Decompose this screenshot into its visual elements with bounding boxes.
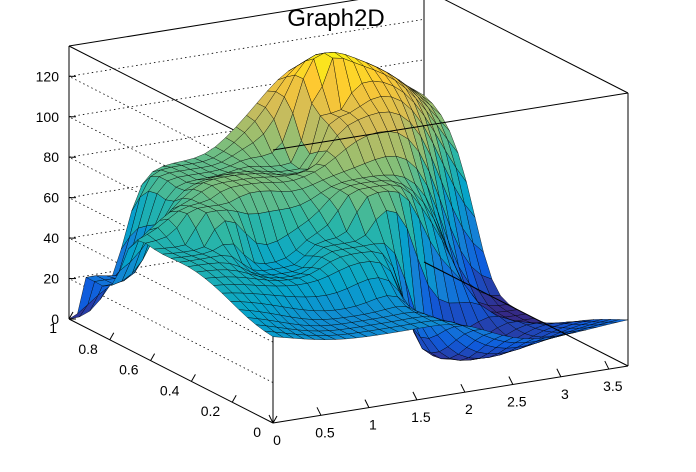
surface-cell: [609, 319, 629, 323]
x-tick: [268, 414, 274, 424]
x-tick-label: 0.5: [315, 424, 335, 440]
front-edge: [272, 92, 629, 151]
chart-title: Graph2D: [287, 5, 384, 32]
front-edge: [423, 261, 629, 367]
x-tick-label: 1.5: [411, 409, 431, 425]
x-tick-label: 1: [369, 417, 377, 433]
y-tick-label: 0: [253, 424, 261, 440]
z-tick-label: 20: [43, 271, 59, 287]
x-tick: [604, 360, 610, 370]
z-tick-label: 100: [36, 109, 60, 125]
x-tick-label: 3: [561, 386, 569, 402]
z-tick-label: 0: [51, 311, 59, 327]
front-frame: [272, 0, 629, 424]
x-tick-label: 2.5: [507, 393, 527, 409]
y-tick: [68, 311, 74, 320]
surface-mesh: [68, 52, 629, 361]
y-tick-label: 1: [49, 320, 57, 336]
x-tick-label: 3.5: [603, 378, 623, 394]
x-tick-label: 2: [465, 401, 473, 417]
y-tick: [231, 394, 237, 403]
y-axis-line: [68, 318, 274, 424]
z-tick-label: 60: [43, 190, 59, 206]
x-tick: [412, 391, 418, 401]
y-tick: [150, 353, 156, 361]
y-tick-label: 0.8: [78, 341, 98, 357]
x-axis: 0 0.5 1 1.5 2 2.5 3 3.5: [268, 360, 623, 448]
z-tick-label: 120: [36, 68, 60, 84]
y-tick: [109, 332, 115, 341]
x-tick-label: 0: [273, 432, 281, 448]
y-tick: [272, 415, 278, 424]
y-tick-label: 0.6: [119, 362, 139, 378]
gridline: [67, 18, 425, 181]
z-tick-label: 80: [43, 149, 59, 165]
y-axis: 0 0.2 0.4 0.6 0.8 1: [49, 311, 278, 440]
front-edge: [444, 0, 629, 94]
front-edge: [272, 365, 629, 424]
z-axis: 0 20 40 60 80 100 120: [36, 46, 76, 327]
back-edge: [68, 0, 359, 47]
x-tick: [316, 407, 322, 416]
y-tick: [190, 374, 196, 382]
x-tick: [556, 368, 562, 378]
y-tick-label: 0.2: [201, 403, 221, 419]
x-tick: [364, 399, 370, 408]
x-tick: [508, 376, 514, 385]
x-tick: [460, 383, 466, 393]
y-tick-label: 0.4: [160, 382, 180, 398]
z-tick-label: 40: [43, 230, 59, 246]
